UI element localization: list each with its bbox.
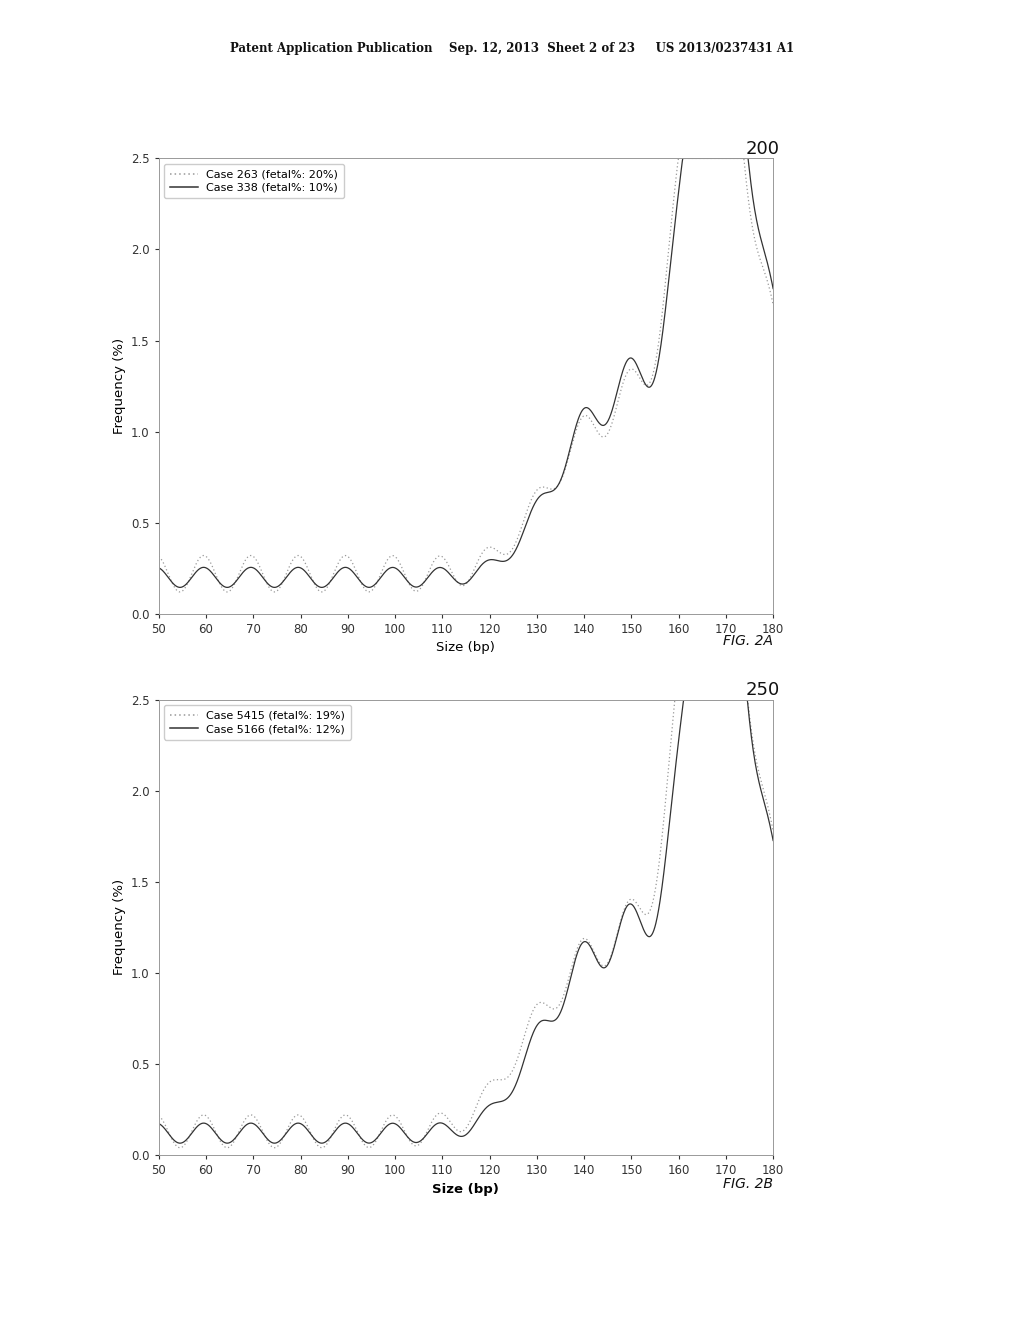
Text: 250: 250	[745, 681, 780, 700]
Legend: Case 263 (fetal%: 20%), Case 338 (fetal%: 10%): Case 263 (fetal%: 20%), Case 338 (fetal%…	[164, 164, 344, 198]
Text: Patent Application Publication    Sep. 12, 2013  Sheet 2 of 23     US 2013/02374: Patent Application Publication Sep. 12, …	[230, 42, 794, 55]
X-axis label: Size (bp): Size (bp)	[432, 1183, 500, 1196]
Legend: Case 5415 (fetal%: 19%), Case 5166 (fetal%: 12%): Case 5415 (fetal%: 19%), Case 5166 (feta…	[164, 705, 351, 739]
X-axis label: Size (bp): Size (bp)	[436, 642, 496, 655]
Text: 200: 200	[745, 140, 780, 158]
Text: FIG. 2B: FIG. 2B	[723, 1177, 772, 1192]
Y-axis label: Frequency (%): Frequency (%)	[113, 338, 126, 434]
Text: FIG. 2A: FIG. 2A	[723, 634, 772, 648]
Y-axis label: Frequency (%): Frequency (%)	[113, 879, 126, 975]
